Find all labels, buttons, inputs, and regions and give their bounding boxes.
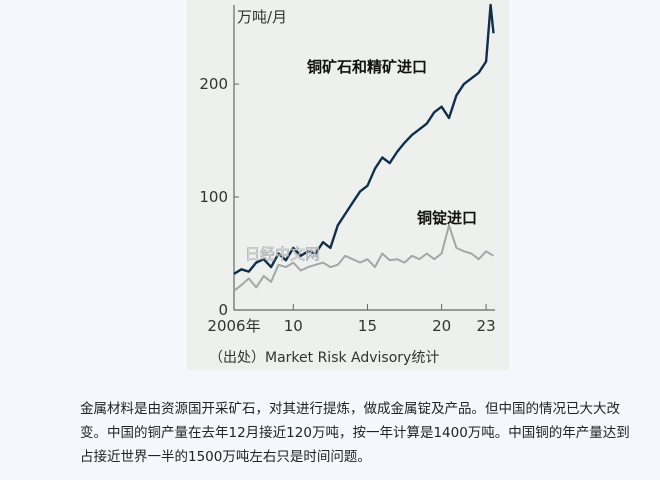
series-line-copper-ore [233,3,495,275]
x-tick-label: 2006年 [207,317,260,335]
chart-svg: 万吨/月 0 100 200 2006年 10 15 20 23 铜矿石和精矿进口 铜锭进口… [199,3,496,366]
article-paragraph: 金属材料是由资源国开采矿石，对其进行提炼，做成金属锭及产品。但中国的情况已大大改… [80,397,640,469]
y-ticks: 0 100 200 [199,75,239,319]
y-tick-label: 200 [199,75,228,93]
x-tick-label: 10 [284,317,303,335]
x-ticks: 2006年 10 15 20 23 [207,304,496,335]
x-tick-label: 20 [432,317,451,335]
series-label-copper-ore: 铜矿石和精矿进口 [307,58,427,76]
x-tick-label: 23 [477,317,496,335]
y-unit-label: 万吨/月 [237,8,287,26]
x-tick-label: 15 [358,317,377,335]
series-label-copper-ingot: 铜锭进口 [417,209,477,227]
y-tick-label: 100 [199,188,228,206]
watermark: 日经中文网 [245,245,320,263]
y-tick-label: 0 [218,301,228,319]
series-layer [233,3,495,292]
series-line-copper-ingot [233,224,495,292]
source-label: （出处）Market Risk Advisory统计 [209,350,439,366]
article-text: 金属材料是由资源国开采矿石，对其进行提炼，做成金属锭及产品。但中国的情况已大大改… [80,401,630,465]
chart-figure: 万吨/月 0 100 200 2006年 10 15 20 23 铜矿石和精矿进口 铜锭进口… [187,0,509,370]
